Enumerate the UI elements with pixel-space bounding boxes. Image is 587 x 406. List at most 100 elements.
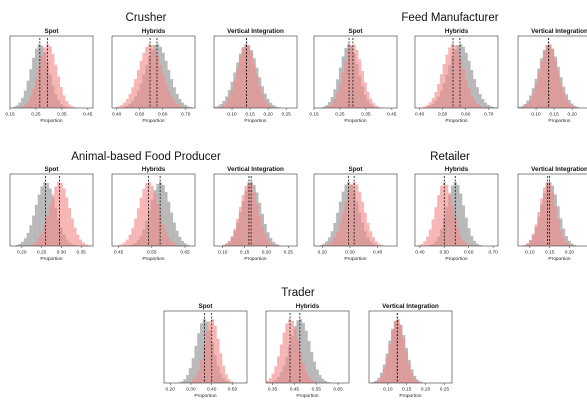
pink-bar [26,101,30,108]
pink-bar [123,102,127,108]
pink-bar [32,88,36,108]
pink-bar [170,241,174,246]
grey-bar [462,205,465,246]
x-tick-label: 0.55 [147,250,157,256]
pink-bar [197,370,201,383]
x-tick-label: 0.60 [158,112,168,118]
pink-bar [336,231,340,246]
pink-bar [269,243,273,246]
x-tick-label: 0.65 [180,250,190,256]
pink-bar [194,377,198,383]
panel-frame [163,310,248,384]
grey-bar [307,341,311,383]
pink-bar [233,228,237,246]
pink-histogram [374,319,422,383]
panel-title: Vertical Integration [531,166,587,173]
pink-histogram [266,319,316,383]
pink-bar [236,68,240,108]
pink-bar [445,54,449,108]
grey-bar [26,232,30,246]
x-tick-label: 0.20 [17,250,27,256]
grey-bar [29,69,33,108]
pink-bar [62,188,66,246]
grey-bar [269,237,273,246]
grey-bar [318,375,322,383]
x-tick-label: 0.40 [112,112,122,118]
pink-bar [396,319,400,383]
panel-frame [265,310,350,384]
panel-animal-based-food-producer-hybrids: Hybrids 0.45 0.55 0.65 Proportion [111,166,196,262]
pink-bar [164,232,168,246]
grey-bar [274,106,278,108]
panel-frame [9,173,94,247]
grey-bar [266,232,270,246]
grey-bar [180,381,184,383]
grey-bar [481,98,485,108]
pink-bar [172,243,176,246]
pink-bar [45,44,49,108]
grey-bar [299,319,303,383]
grey-bar [470,69,474,108]
grey-bar [40,186,44,246]
x-tick-label: 0.20 [567,112,577,118]
pink-bar [393,321,397,383]
pink-bar [290,321,294,383]
x-tick-label: 0.15 [5,112,15,118]
pink-bar [263,234,267,246]
pink-bar [199,359,203,383]
pink-bar [134,79,138,108]
x-tick-label: 0.30 [345,250,355,256]
pink-bar [170,96,174,108]
pink-bar [565,242,568,246]
panel-frame [111,35,196,109]
pink-bar [142,188,146,246]
pink-bar [520,107,524,108]
pink-bar [299,352,303,383]
grey-bar [304,330,308,383]
pink-bar [448,193,452,246]
panel-title: Spot [349,28,364,35]
panel-title: Vertical Integration [227,166,284,173]
pink-bar [73,227,77,246]
pink-bar [565,98,568,108]
group-title-trader: Trader [281,287,315,299]
grey-bar [175,230,179,246]
pink-bar [125,239,129,246]
grey-bar [467,228,471,246]
pink-bar [553,59,557,108]
pink-histogram [29,182,91,246]
pink-bar [413,378,417,383]
pink-bar [37,238,41,246]
pink-bar [59,87,63,108]
pink-bar [271,373,275,383]
panel-frame [313,35,398,109]
pink-bar [175,103,179,108]
pink-bar [32,243,36,246]
pink-bar [224,374,228,383]
pink-bar [523,106,527,108]
pink-bar [402,337,406,383]
x-axis-label: Proportion [194,393,216,399]
pink-bar [156,56,160,108]
panel-feed-manufacturer-vertical-integration: Vertical Integration 0.10 0.15 0.20Proporti… [517,28,587,124]
grey-bar [18,243,22,246]
grey-bar [12,106,16,108]
grey-bar [175,93,179,108]
pink-bar [247,45,251,108]
pink-bar [556,219,560,246]
grey-bar [164,192,168,246]
pink-histogram [21,44,77,108]
x-tick-label: 0.20 [262,250,272,256]
grey-bar [475,87,479,108]
grey-bar [322,243,326,246]
pink-bar [462,240,465,246]
x-tick-label: 0.60 [461,112,471,118]
x-axis-label: Proportion [445,118,467,124]
x-tick-label: 0.70 [488,250,498,256]
pink-bar [230,381,234,383]
pink-bar [261,94,264,108]
pink-bar [258,215,262,246]
pink-bar [123,242,127,246]
pink-bar [117,106,121,108]
